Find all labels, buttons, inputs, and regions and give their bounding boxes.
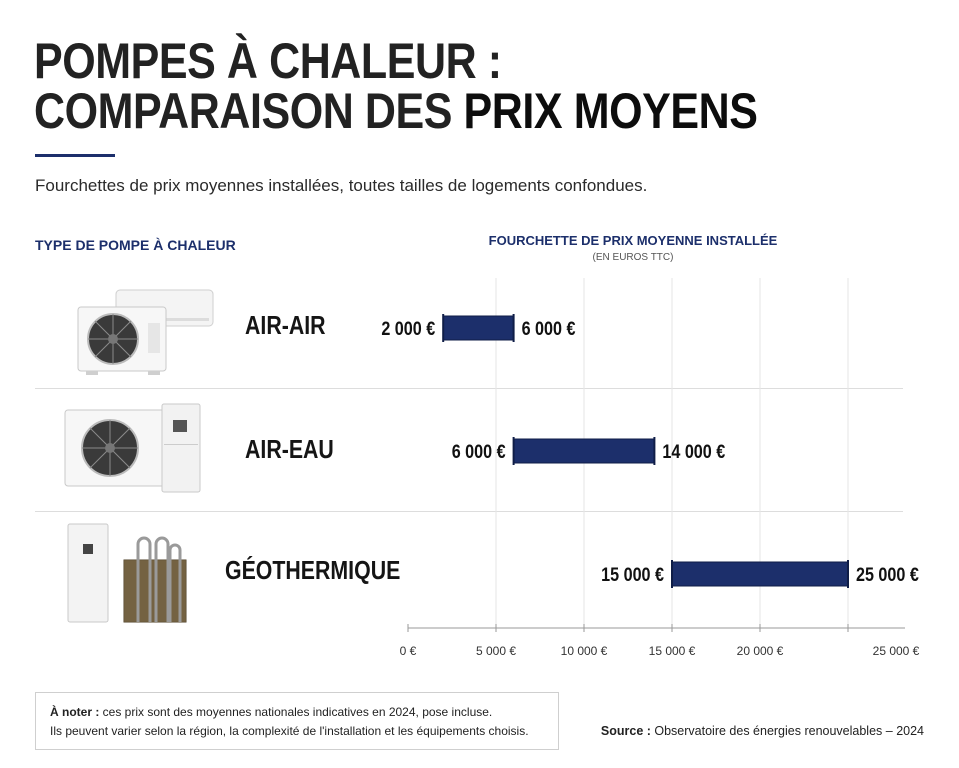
note-label: À noter : <box>50 705 100 719</box>
x-tick-label: 0 € <box>400 644 417 658</box>
range-min-label: 15 000 € <box>601 564 664 586</box>
row-label-geothermique: GÉOTHERMIQUE <box>225 555 401 585</box>
x-tick-label: 10 000 € <box>561 644 608 658</box>
air-air-heat-pump-icon <box>77 289 214 375</box>
title-underline <box>35 154 115 157</box>
title-line-2-part-1: COMPARAISON DES <box>34 83 464 139</box>
source-label: Source : <box>600 724 651 738</box>
column-header-price: FOURCHETTE DE PRIX MOYENNE INSTALLÉE <box>488 233 778 248</box>
source-text: Observatoire des énergies renouvelables … <box>650 724 924 738</box>
note-box: À noter : ces prix sont des moyennes nat… <box>35 692 559 750</box>
source-credit: Source : Observatoire des énergies renou… <box>601 724 924 738</box>
range-bar <box>442 315 515 341</box>
range-bar <box>671 561 849 587</box>
row-label-air-air: AIR-AIR <box>245 310 326 340</box>
column-header-price-unit: (EN EUROS TTC) <box>592 252 674 263</box>
geothermal-heat-pump-icon <box>67 523 187 623</box>
range-bar <box>513 438 655 464</box>
air-water-heat-pump-icon <box>64 403 201 493</box>
row-label-air-eau: AIR-EAU <box>245 434 334 464</box>
row-divider <box>35 388 903 389</box>
price-range-chart: 0 € 5 000 € 10 000 € 15 000 € 20 000 € 25 000… <box>381 278 920 658</box>
x-tick-label: 20 000 € <box>737 644 784 658</box>
range-min-label: 2 000 € <box>381 318 435 340</box>
range-min-label: 6 000 € <box>452 441 506 463</box>
subtitle: Fourchettes de prix moyennes installées,… <box>35 176 648 195</box>
range-max-label: 25 000 € <box>856 564 919 586</box>
range-max-label: 6 000 € <box>522 318 576 340</box>
note-text-line-1: ces prix sont des moyennes nationales in… <box>99 705 493 719</box>
range-max-label: 14 000 € <box>662 441 725 463</box>
title-line-2-part-2: PRIX MOYENS <box>463 83 758 139</box>
column-header-type: TYPE DE POMPE À CHALEUR <box>35 237 236 253</box>
page-title: POMPES À CHALEUR : COMPARAISON DES PRIX … <box>34 33 758 139</box>
title-line-1: POMPES À CHALEUR : <box>34 33 502 89</box>
x-tick-label: 15 000 € <box>649 644 696 658</box>
note-text-line-2: Ils peuvent varier selon la région, la c… <box>50 724 529 738</box>
row-divider <box>35 511 903 512</box>
x-tick-label: 5 000 € <box>476 644 516 658</box>
x-tick-label: 25 000 € <box>873 644 920 658</box>
